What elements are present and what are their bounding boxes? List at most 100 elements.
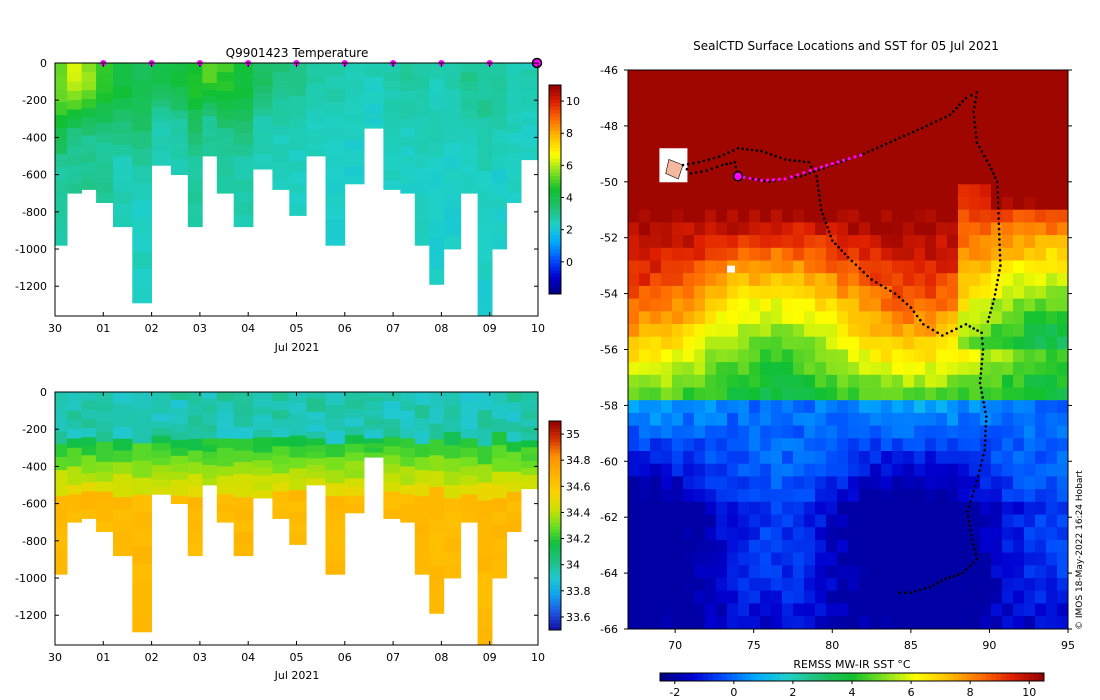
sst-cell: [980, 222, 992, 236]
profile-cell: [170, 102, 189, 112]
sst-cell: [738, 412, 750, 427]
sst-cell: [1024, 628, 1036, 629]
profile-cell: [521, 145, 539, 154]
profile-cell: [170, 463, 189, 473]
sst-cell: [837, 184, 849, 198]
sst-cell: [727, 489, 739, 503]
sst-cell: [760, 400, 772, 414]
sst-cell: [991, 82, 1003, 96]
sst-cell: [815, 374, 827, 388]
sst-cell: [837, 489, 849, 503]
track-point: [858, 267, 862, 270]
recent-track-point: [830, 162, 834, 166]
profile-cell: [492, 235, 507, 250]
sst-cell: [1057, 108, 1068, 122]
profile-cell: [96, 92, 114, 104]
sst-cell: [694, 184, 706, 198]
sst-cell: [903, 565, 915, 579]
sst-cell: [870, 133, 882, 147]
profile-cell: [289, 128, 307, 140]
profile-cell: [55, 522, 68, 536]
sst-cell: [947, 197, 959, 211]
sst-cell: [738, 222, 750, 236]
colorbar-tick-label: 2: [566, 224, 573, 237]
sst-cell: [650, 425, 662, 439]
sst-cell: [705, 133, 717, 147]
sst-cell: [914, 70, 926, 84]
profile-cell: [216, 156, 235, 166]
sst-cell: [771, 565, 783, 579]
lat-tick-label: -52: [600, 232, 618, 245]
sst-cell: [1057, 514, 1068, 528]
sst-cell: [1002, 400, 1014, 414]
sst-cell: [771, 324, 783, 338]
sst-cell: [760, 362, 772, 376]
sst-cell: [727, 247, 739, 261]
sst-cell: [1057, 311, 1068, 325]
profile-cell: [364, 433, 384, 439]
profile-cell: [492, 222, 507, 237]
lat-tick-label: -56: [600, 344, 618, 357]
sst-cell: [1024, 95, 1036, 109]
sst-cell: [650, 374, 662, 388]
profile-cell: [272, 464, 290, 474]
sst-cell: [1035, 285, 1047, 300]
sst-cell: [892, 349, 904, 363]
profile-cell: [289, 117, 307, 129]
sst-cell: [936, 387, 948, 401]
sst-cell: [815, 438, 827, 452]
sst-cell: [870, 349, 882, 363]
sst-cell: [782, 501, 794, 515]
sst-cell: [1057, 133, 1068, 147]
sst-cell: [870, 197, 882, 211]
colorbar-segment: [549, 290, 561, 295]
profile-cell: [81, 410, 97, 420]
recent-track-point: [760, 178, 764, 182]
profile-cell: [187, 427, 203, 440]
profile-cell: [81, 180, 97, 190]
sst-cell: [837, 298, 849, 312]
sst-cell: [903, 552, 915, 566]
profile-cell: [344, 504, 365, 514]
x-tick-label: 10: [531, 651, 545, 664]
sst-cell: [749, 311, 761, 325]
profile-cell: [492, 392, 507, 406]
profile-cell: [81, 162, 97, 172]
sst-cell: [716, 489, 728, 503]
sst-cell: [628, 95, 640, 109]
sst-cell: [672, 539, 684, 554]
sst-cell: [1002, 120, 1014, 134]
sst-cell: [837, 120, 849, 134]
profile-cell: [96, 82, 114, 94]
colorbar-segment: [549, 245, 561, 250]
colorbar-segment: [549, 546, 561, 551]
sst-cell: [694, 616, 706, 629]
sst-cell: [716, 463, 728, 477]
sst-cell: [628, 387, 640, 401]
sst-cell: [661, 387, 673, 401]
profile-cell: [151, 128, 172, 137]
profile-cell: [253, 85, 273, 94]
sst-cell: [1046, 298, 1058, 312]
sst-cell: [782, 82, 794, 96]
sst-cell: [716, 438, 728, 452]
sst-cell: [705, 552, 717, 566]
profile-cell: [521, 125, 539, 133]
track-point: [817, 168, 821, 172]
profile-cell: [132, 443, 152, 461]
profile-cell: [81, 144, 97, 154]
sst-cell: [804, 171, 816, 185]
profile-cell: [443, 156, 462, 170]
lat-tick-label: -64: [600, 567, 618, 580]
sst-cell: [980, 298, 992, 312]
sst-cell: [771, 171, 783, 185]
sst-cell: [661, 438, 673, 452]
sst-cell: [892, 412, 904, 427]
sst-cell: [760, 171, 772, 185]
sst-cell: [771, 603, 783, 617]
sst-cell: [903, 70, 915, 84]
sst-cell: [1046, 197, 1058, 211]
profile-cell: [113, 203, 133, 216]
profile-cell: [364, 81, 384, 87]
sst-cell: [859, 95, 871, 109]
